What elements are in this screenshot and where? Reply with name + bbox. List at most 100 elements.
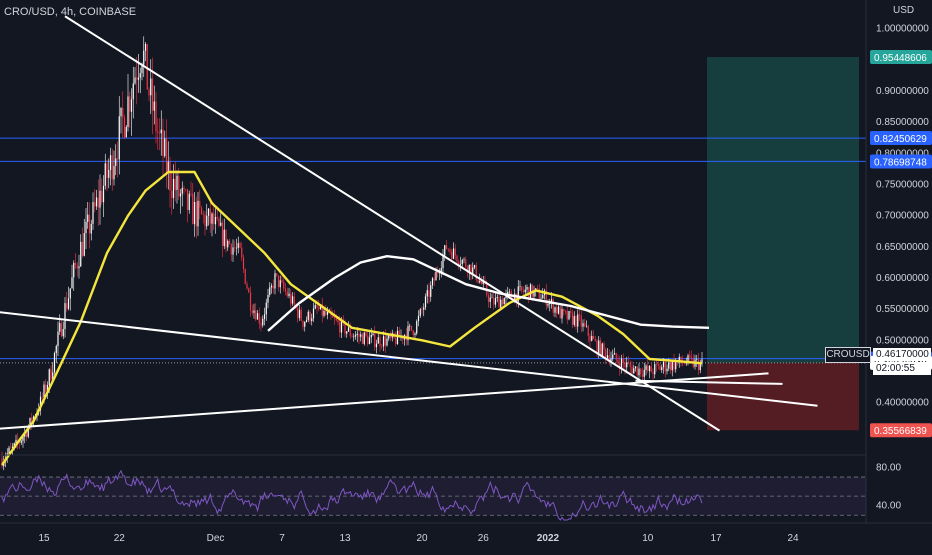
candle-body (545, 290, 547, 306)
candle-body (598, 340, 600, 354)
candle-body (290, 293, 292, 304)
candle-body (181, 187, 183, 194)
candle-body (449, 249, 451, 252)
candle-body (309, 311, 311, 322)
candle-body (606, 355, 609, 358)
candle-body (249, 292, 252, 311)
trendline[interactable] (0, 309, 818, 407)
candle-body (316, 305, 318, 308)
candle-body (29, 417, 31, 428)
price-tick-label: 0.50000000 (876, 335, 929, 346)
candle-body (235, 247, 238, 249)
candle-body (263, 314, 266, 319)
candle-body (97, 197, 99, 208)
candle-body (267, 295, 269, 303)
candle-body (603, 343, 605, 350)
rsi-line[interactable] (1, 469, 703, 521)
time-tick-label: 26 (478, 533, 490, 544)
price-tick-label: 0.90000000 (876, 86, 929, 97)
candle-body (533, 290, 535, 297)
candle-body (601, 343, 603, 356)
candle-body (11, 446, 14, 448)
candle-body (487, 295, 490, 302)
trendline[interactable] (635, 379, 783, 385)
candle-body (388, 334, 390, 339)
candle-body (73, 262, 75, 278)
candle-body (396, 330, 399, 344)
candle-body (325, 310, 327, 315)
trendline[interactable] (0, 372, 769, 430)
candle-body (696, 359, 698, 360)
candle-body (258, 313, 260, 324)
candle-body (27, 427, 29, 437)
ma-slow-line[interactable] (267, 255, 710, 332)
candle-body (542, 295, 544, 299)
candle-body (461, 259, 463, 264)
candle-body (442, 255, 444, 269)
candle-body (451, 251, 453, 259)
candle-body (615, 353, 617, 360)
candle-body (367, 335, 369, 345)
candle-body (416, 321, 418, 334)
candle-body (377, 337, 379, 344)
candle-body (557, 306, 560, 314)
candle-body (559, 306, 561, 319)
price-tick-label: 0.40000000 (876, 398, 929, 409)
candle-body (578, 314, 581, 316)
candle-body (183, 187, 185, 190)
candle-body (90, 223, 92, 234)
level-tag[interactable] (870, 131, 932, 146)
candle-body (428, 290, 430, 297)
candle-body (382, 336, 385, 347)
candle-body (517, 286, 519, 302)
trendline[interactable] (64, 15, 721, 432)
candle-body (52, 372, 54, 380)
candle-body (144, 43, 147, 51)
candle-body (50, 369, 52, 380)
candle-body (440, 268, 442, 273)
candle-body (629, 363, 631, 367)
candle-body (431, 278, 434, 286)
candle-body (234, 247, 236, 249)
candle-body (659, 365, 661, 370)
candle-body (654, 364, 656, 375)
candle-body (668, 362, 670, 369)
candle-body (213, 213, 215, 225)
candle-body (675, 362, 677, 370)
time-tick-label: Dec (207, 533, 225, 544)
candle-body (15, 439, 17, 444)
candle-body (106, 163, 108, 178)
level-tag-label: 0.78698748 (874, 157, 927, 168)
candle-body (270, 285, 273, 288)
candle-body (480, 280, 483, 284)
candle-countdown: 02:00:55 (873, 362, 931, 375)
candle-body (158, 132, 161, 134)
level-tag[interactable] (870, 50, 932, 65)
candle-body (291, 296, 294, 304)
level-tag[interactable] (870, 423, 932, 438)
level-tag[interactable] (870, 154, 932, 169)
candle-body (580, 315, 582, 327)
candle-body (347, 327, 350, 332)
time-tick-label: 2022 (537, 533, 560, 544)
target-zone[interactable] (707, 57, 859, 363)
candle-body (46, 385, 49, 392)
current-price-label[interactable]: CROUSD 0.46170000 02:00:55 (825, 347, 931, 375)
ma-fast-line[interactable] (1, 170, 703, 466)
candle-body (507, 291, 509, 294)
price-tick-label: 0.55000000 (876, 304, 929, 315)
candle-body (31, 417, 33, 423)
candle-body (419, 309, 421, 316)
candle-body (246, 283, 248, 289)
level-tag-label: 0.82450629 (874, 134, 927, 145)
candle-body (687, 355, 689, 364)
candle-body (540, 298, 542, 300)
candle-body (111, 155, 113, 180)
candle-body (125, 126, 127, 138)
candle-body (524, 289, 526, 293)
candle-body (417, 315, 420, 322)
candle-body (494, 298, 497, 305)
candle-body (363, 332, 365, 344)
